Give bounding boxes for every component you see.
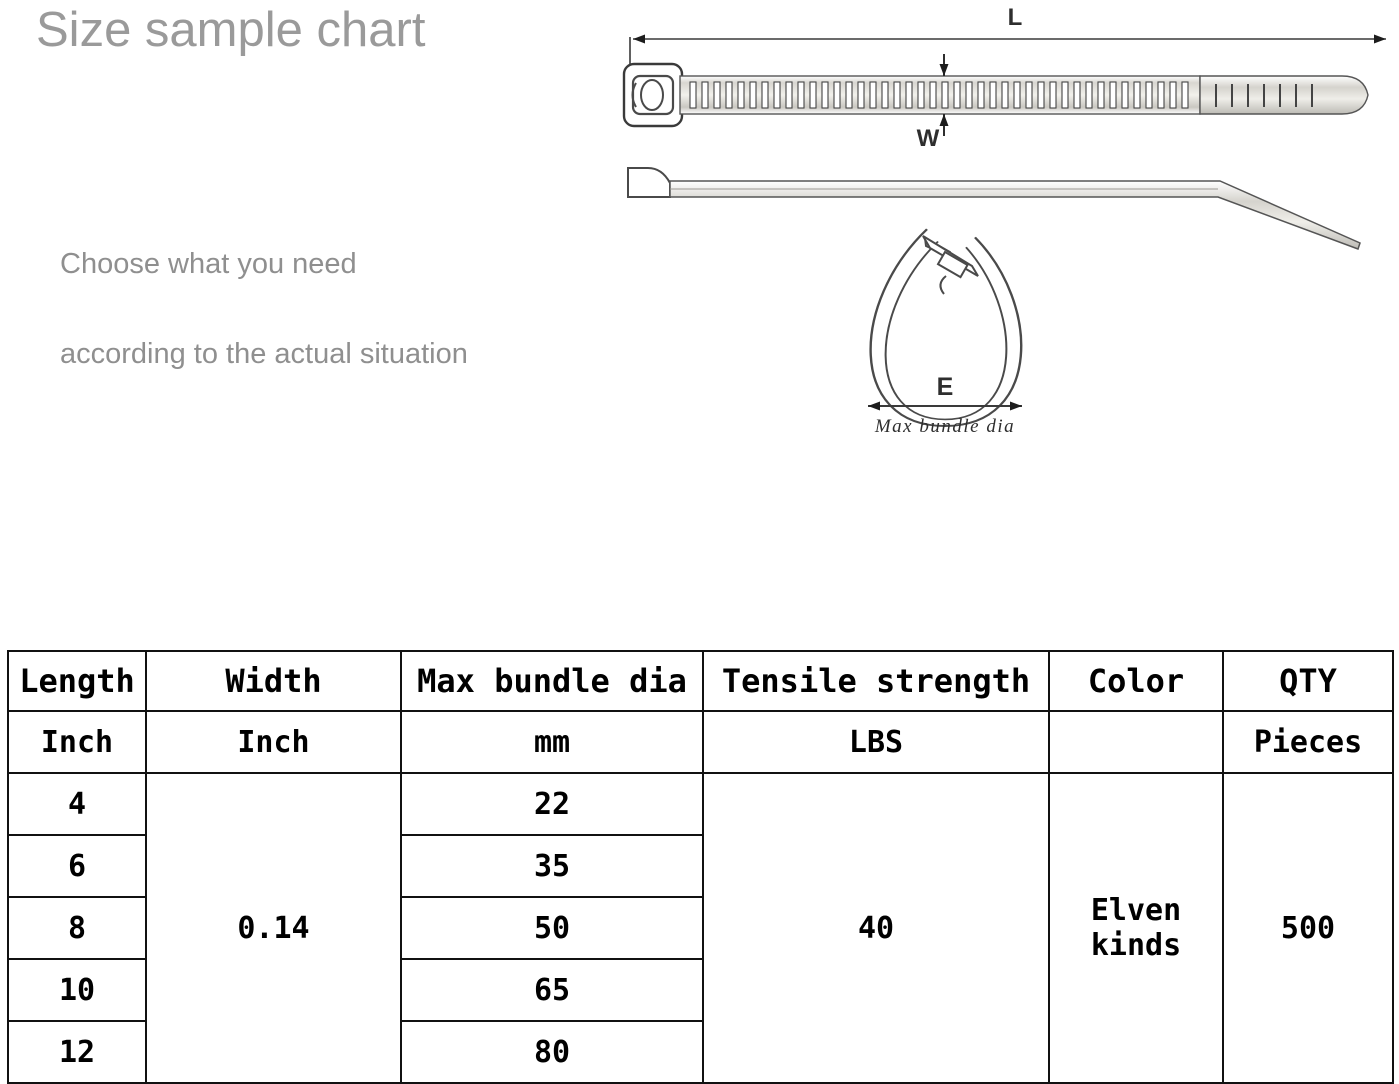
unit-cell-tensile: LBS — [702, 710, 1050, 774]
cable-tie-illustrations: L — [622, 4, 1386, 437]
cell-length: 10 — [7, 958, 147, 1022]
loop-kink — [939, 275, 947, 295]
cell-bundle: 22 — [400, 772, 704, 836]
length-dimension-arrow — [629, 34, 1386, 72]
cell-bundle: 65 — [400, 958, 704, 1022]
bundle-dimension-caption: Max bundle dia — [874, 416, 1015, 437]
cell-width-merged: 0.14 — [145, 772, 402, 1084]
bundle-dimension-label: E — [937, 373, 954, 401]
header-cell-width: Width — [145, 650, 402, 712]
cell-length: 4 — [7, 772, 147, 836]
width-dimension-label: W — [917, 125, 940, 152]
cell-bundle: 80 — [400, 1020, 704, 1084]
header-cell-qty: QTY — [1222, 650, 1394, 712]
length-dimension-label: L — [1008, 4, 1023, 31]
bent-tie-diagram — [627, 167, 1361, 250]
loop-inner — [884, 240, 1008, 421]
unit-cell-bundle: mm — [400, 710, 704, 774]
unit-cell-qty: Pieces — [1222, 710, 1394, 774]
tail-grip-lines — [1215, 84, 1313, 107]
cable-tie-diagram-group: L — [600, 0, 1399, 560]
tie-teeth — [689, 81, 1189, 109]
header-cell-length: Length — [7, 650, 147, 712]
unit-cell-length: Inch — [7, 710, 147, 774]
table-row: 8 50 — [7, 896, 1393, 960]
page-title: Size sample chart — [36, 3, 426, 57]
loop-buckle — [936, 250, 969, 279]
subtitle-line-1: Choose what you need — [60, 248, 357, 280]
unit-cell-color — [1048, 710, 1224, 774]
table-row: 4 0.14 22 40 Elven kinds 500 — [7, 772, 1394, 1084]
header-cell-tensile: Tensile strength — [702, 650, 1050, 712]
loop-outer — [869, 228, 1023, 427]
cell-length: 8 — [7, 896, 147, 960]
bent-tie-strap — [669, 180, 1361, 250]
table-header-row: Length Width Max bundle dia Tensile stre… — [7, 650, 1394, 712]
header-cell-bundle: Max bundle dia — [400, 650, 704, 712]
tie-tail — [1199, 75, 1369, 115]
loop-tie-diagram: E Max bundle dia — [868, 228, 1023, 437]
table-row: 10 65 — [7, 958, 1393, 1022]
straight-tie-diagram: L — [622, 4, 1386, 152]
table-row: 6 35 — [7, 834, 1393, 898]
cell-color-merged: Elven kinds — [1048, 772, 1224, 1084]
unit-cell-width: Inch — [145, 710, 402, 774]
cell-bundle: 35 — [400, 834, 704, 898]
size-spec-table: Length Width Max bundle dia Tensile stre… — [7, 650, 1394, 1084]
cell-qty-merged: 500 — [1222, 772, 1394, 1084]
tie-head — [622, 62, 684, 128]
table-unit-row: Inch Inch mm LBS Pieces — [7, 710, 1394, 774]
cell-tensile-merged: 40 — [702, 772, 1050, 1084]
header-cell-color: Color — [1048, 650, 1224, 712]
cell-length: 6 — [7, 834, 147, 898]
subtitle-line-2: according to the actual situation — [60, 338, 468, 370]
bent-tie-head — [627, 167, 671, 198]
bundle-dimension-arrow — [868, 401, 1022, 411]
cell-length: 12 — [7, 1020, 147, 1084]
cell-bundle: 50 — [400, 896, 704, 960]
width-dimension-arrow — [939, 54, 949, 136]
